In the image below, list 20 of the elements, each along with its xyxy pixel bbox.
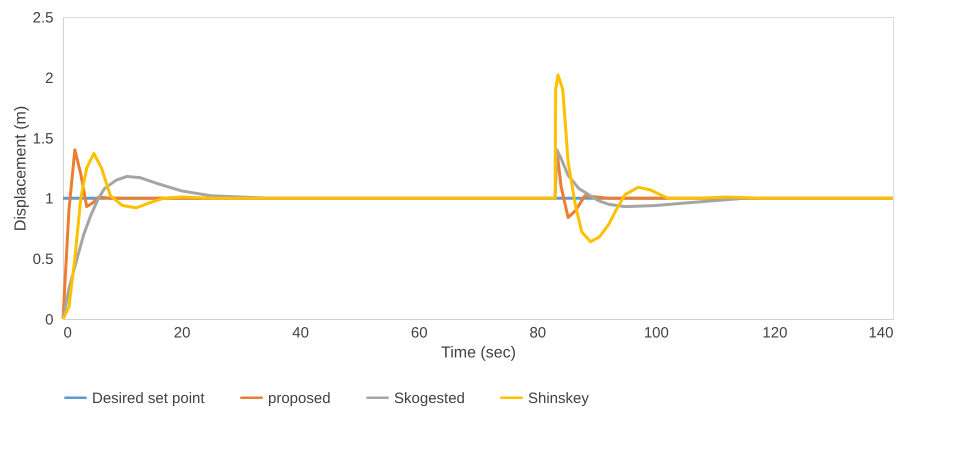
legend-label: proposed	[268, 390, 331, 407]
x-axis-title: Time (sec)	[441, 344, 516, 362]
y-axis-title: Displacement (m)	[12, 106, 30, 232]
x-tick-label: 60	[410, 324, 428, 342]
y-tick-label: 2.5	[32, 10, 54, 26]
legend-label: Desired set point	[92, 390, 206, 407]
x-tick-label: 120	[762, 324, 788, 342]
legend-label: Shinskey	[528, 390, 590, 407]
legend-label: Skogested	[394, 390, 465, 407]
x-tick-label: 0	[64, 324, 72, 342]
y-tick-label: 0.5	[32, 251, 54, 268]
x-tick-label: 20	[174, 324, 190, 342]
x-tick-label: 40	[292, 324, 309, 342]
y-tick-label: 1.5	[32, 130, 54, 148]
x-tick-label: 80	[529, 324, 546, 342]
x-tick-label: 140	[868, 324, 894, 342]
y-tick-label: 2	[45, 70, 54, 87]
y-tick-label: 0	[45, 312, 54, 328]
y-tick-label: 1	[45, 190, 54, 208]
x-tick-label: 100	[644, 324, 669, 342]
